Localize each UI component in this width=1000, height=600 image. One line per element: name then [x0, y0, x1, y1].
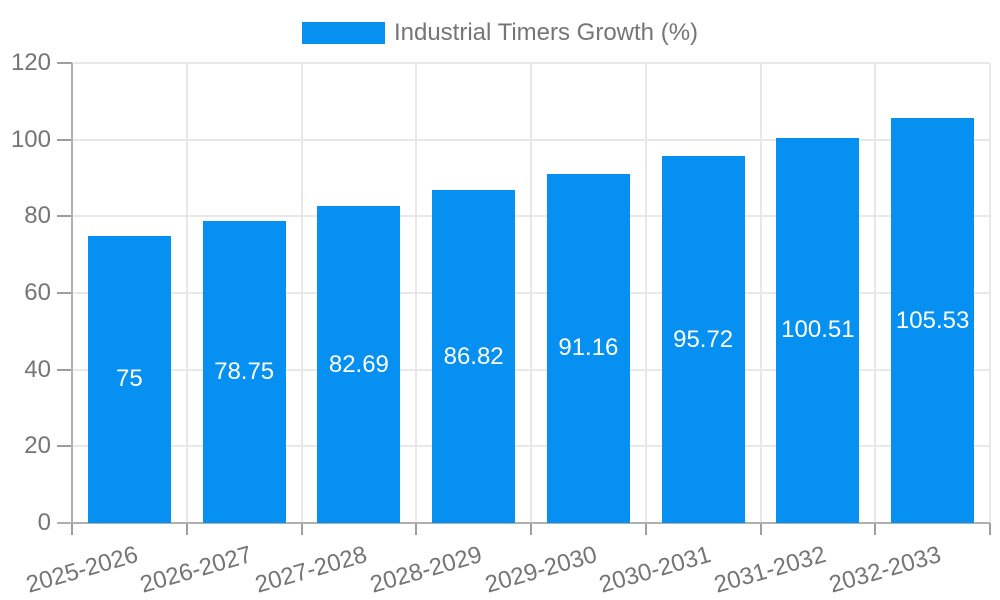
y-axis-tick	[57, 368, 72, 371]
x-axis-tick	[415, 523, 418, 535]
y-tick-label: 0	[37, 509, 51, 536]
x-category-label: 2030-2031	[596, 541, 715, 599]
legend: Industrial Timers Growth (%)	[0, 21, 1000, 45]
gridline-vertical	[415, 63, 418, 523]
bar-value-label: 82.69	[328, 350, 389, 378]
bar: 100.51	[776, 137, 860, 523]
x-axis-tick	[989, 523, 991, 535]
bar-value-label: 105.53	[895, 306, 970, 334]
x-axis-tick	[644, 523, 647, 535]
x-category-label: 2028-2029	[367, 541, 485, 599]
y-axis-tick	[57, 138, 72, 141]
x-axis-tick	[71, 523, 73, 535]
bar: 86.82	[432, 190, 516, 523]
y-tick-label: 20	[24, 432, 51, 460]
y-axis-line	[71, 63, 73, 523]
bar: 82.69	[317, 206, 401, 523]
bar-value-label: 91.16	[558, 334, 619, 362]
x-category-label: 2027-2028	[252, 541, 371, 599]
y-axis-tick	[57, 62, 72, 64]
bar: 75	[87, 235, 171, 523]
gridline-vertical	[185, 63, 188, 523]
x-category-label: 2026-2027	[137, 541, 256, 599]
y-tick-label: 60	[24, 279, 51, 306]
x-axis-tick	[759, 523, 762, 535]
legend-label[interactable]: Industrial Timers Growth (%)	[393, 19, 699, 46]
bar: 78.75	[202, 221, 286, 523]
bar: 105.53	[891, 118, 975, 523]
bar-value-label: 86.82	[443, 342, 504, 370]
bar-value-label: 95.72	[673, 325, 734, 353]
bar-value-label: 78.75	[214, 358, 275, 386]
x-axis-baseline	[57, 522, 990, 524]
y-axis-tick	[57, 215, 72, 218]
gridline-vertical	[759, 63, 762, 523]
x-axis-tick	[874, 523, 877, 535]
bar: 95.72	[661, 156, 745, 523]
bar-value-label: 100.51	[781, 316, 855, 344]
y-tick-label: 120	[10, 49, 51, 76]
x-category-label: 2032-2033	[826, 541, 944, 599]
y-tick-label: 100	[10, 125, 51, 153]
x-category-label: 2031-2032	[711, 541, 830, 599]
bar-value-label: 75	[116, 365, 143, 393]
y-tick-label: 80	[24, 202, 51, 230]
x-category-label: 2025-2026	[22, 541, 141, 599]
gridline-vertical	[644, 63, 647, 523]
x-axis-tick	[530, 523, 532, 535]
y-tick-label: 40	[24, 355, 51, 383]
x-axis-tick	[300, 523, 303, 535]
x-category-label: 2029-2030	[481, 541, 600, 599]
legend-swatch-icon	[301, 22, 385, 44]
x-axis-tick	[185, 523, 188, 535]
gridline-vertical	[300, 63, 303, 523]
gridline-vertical	[530, 63, 532, 523]
bar: 91.16	[546, 173, 630, 523]
y-axis-tick	[57, 445, 72, 448]
gridline-vertical	[874, 63, 877, 523]
gridline-vertical	[989, 63, 991, 523]
y-axis-tick	[57, 292, 72, 294]
